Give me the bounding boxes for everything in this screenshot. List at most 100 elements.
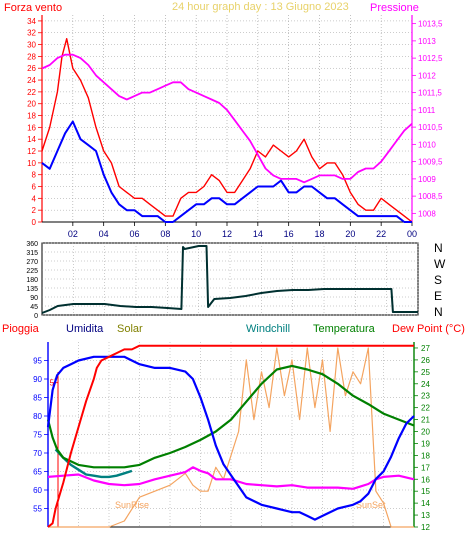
p2-y-tick-label: 45 bbox=[30, 304, 38, 311]
p1-y-tick-label: 18 bbox=[27, 112, 36, 121]
p1-x-tick-label: 10 bbox=[191, 229, 201, 239]
p1-x-tick-label: 16 bbox=[284, 229, 294, 239]
p1-y-tick-label: 14 bbox=[27, 135, 36, 144]
p3-y-tick-label: 60 bbox=[33, 486, 42, 495]
p1-y-tick-label: 16 bbox=[27, 123, 36, 132]
p1-y-tick-label: 30 bbox=[27, 41, 36, 50]
p1-y2-tick-label: 1010 bbox=[418, 140, 436, 149]
p3-y-tick-label: 80 bbox=[33, 412, 42, 421]
p1-y2-tick-label: 1009 bbox=[418, 175, 436, 184]
p1-x-tick-label: 08 bbox=[160, 229, 170, 239]
p3-y2-tick-label: 26 bbox=[421, 356, 430, 365]
p1-x-tick-label: 12 bbox=[222, 229, 232, 239]
p3-y2-tick-label: 18 bbox=[421, 451, 430, 460]
p1-x-tick-label: 02 bbox=[68, 229, 78, 239]
p1-y-tick-label: 4 bbox=[32, 194, 37, 203]
p1-y-tick-label: 26 bbox=[27, 64, 36, 73]
p1-y-tick-label: 6 bbox=[32, 183, 37, 192]
p1-x-tick-label: 00 bbox=[407, 229, 417, 239]
legend-solar: Solar bbox=[117, 323, 143, 335]
p3-y2-tick-label: 25 bbox=[421, 368, 430, 377]
p3-y2-tick-label: 13 bbox=[421, 511, 430, 520]
p3-series-dewpoint bbox=[47, 466, 415, 490]
legend-windchill: Windchill bbox=[246, 323, 290, 335]
p1-y-tick-label: 22 bbox=[27, 88, 36, 97]
p1-y2-tick-label: 1011 bbox=[418, 106, 436, 115]
p1-x-tick-label: 20 bbox=[345, 229, 355, 239]
p1-y-tick-label: 8 bbox=[32, 171, 37, 180]
dir-label-n-bottom: N bbox=[434, 305, 443, 319]
p2-y-tick-label: 315 bbox=[26, 250, 38, 257]
p3-y2-tick-label: 20 bbox=[421, 428, 430, 437]
legend-dewpoint: Dew Point (°C) bbox=[392, 323, 465, 335]
p2-y-tick-label: 270 bbox=[26, 259, 38, 266]
p3-y2-tick-label: 22 bbox=[421, 404, 430, 413]
legend-umidita: Umidita bbox=[66, 323, 104, 335]
dir-label-w: W bbox=[434, 257, 446, 271]
p1-x-tick-label: 18 bbox=[314, 229, 324, 239]
p3-y2-tick-label: 15 bbox=[421, 487, 430, 496]
p1-series-wind-gust bbox=[41, 38, 413, 223]
p3-y2-tick-label: 21 bbox=[421, 416, 430, 425]
dir-label-s: S bbox=[434, 273, 442, 287]
p2-y-tick-label: 0 bbox=[34, 313, 38, 320]
panel1-right-label: Pressione bbox=[370, 2, 419, 14]
p1-y-tick-label: 2 bbox=[32, 206, 37, 215]
p1-y-tick-label: 32 bbox=[27, 29, 36, 38]
p3-y2-tick-label: 27 bbox=[421, 344, 430, 353]
p1-y2-tick-label: 1008,5 bbox=[418, 192, 443, 201]
p3-y2-tick-label: 23 bbox=[421, 392, 430, 401]
p1-series-pressure bbox=[41, 53, 413, 184]
p1-y2-tick-label: 1011,5 bbox=[418, 89, 442, 98]
p1-y-tick-label: 10 bbox=[27, 159, 36, 168]
p2-y-tick-label: 135 bbox=[26, 286, 38, 293]
p2-series-wind-direction bbox=[41, 245, 418, 314]
p3-series-pioggia bbox=[47, 344, 414, 528]
annotation-sunset: SunSet bbox=[356, 500, 386, 510]
p3-y-tick-label: 65 bbox=[33, 468, 42, 477]
p3-y2-tick-label: 17 bbox=[421, 463, 430, 472]
p3-y2-tick-label: 19 bbox=[421, 439, 430, 448]
p3-y-tick-label: 85 bbox=[33, 394, 42, 403]
p1-y2-tick-label: 1013 bbox=[418, 37, 436, 46]
p1-x-tick-label: 04 bbox=[99, 229, 109, 239]
legend-temperatura: Temperatura bbox=[313, 323, 376, 335]
p2-y-tick-label: 360 bbox=[26, 241, 38, 248]
annotation-sunrise: SunRise bbox=[115, 500, 149, 510]
p1-y-tick-label: 0 bbox=[32, 218, 37, 227]
legend-pioggia: Pioggia bbox=[2, 323, 40, 335]
p3-y-tick-label: 90 bbox=[33, 375, 42, 384]
p1-y-tick-label: 20 bbox=[27, 100, 36, 109]
p1-series-wind-avg bbox=[41, 120, 412, 223]
p1-y2-tick-label: 1009,5 bbox=[418, 158, 443, 167]
p3-y2-tick-label: 16 bbox=[421, 475, 430, 484]
p1-y2-tick-label: 1013,5 bbox=[418, 20, 443, 29]
p1-x-tick-label: 22 bbox=[376, 229, 386, 239]
p3-y-tick-label: 75 bbox=[33, 431, 42, 440]
p1-y2-tick-label: 1008 bbox=[418, 209, 436, 218]
panel1-title: 24 hour graph day : 13 Giugno 2023 bbox=[172, 1, 349, 13]
p1-y2-tick-label: 1010,5 bbox=[418, 123, 443, 132]
p1-y-tick-label: 34 bbox=[27, 17, 36, 26]
dir-label-n-top: N bbox=[434, 241, 443, 255]
p3-y-tick-label: 55 bbox=[33, 505, 42, 514]
p2-y-tick-label: 180 bbox=[26, 277, 38, 284]
p3-series-solar bbox=[48, 347, 414, 528]
p1-y2-tick-label: 1012,5 bbox=[418, 54, 443, 63]
p3-y2-tick-label: 24 bbox=[421, 380, 430, 389]
p2-y-tick-label: 90 bbox=[30, 295, 38, 302]
p3-y2-tick-label: 12 bbox=[421, 523, 430, 532]
p3-series-umidita bbox=[46, 355, 415, 521]
p3-y2-tick-label: 14 bbox=[421, 499, 430, 508]
p1-x-tick-label: 06 bbox=[129, 229, 139, 239]
p1-y-tick-label: 24 bbox=[27, 76, 36, 85]
p2-y-tick-label: 225 bbox=[26, 268, 38, 275]
panel1-left-label: Forza vento bbox=[4, 2, 62, 14]
p1-y-tick-label: 12 bbox=[27, 147, 36, 156]
p1-y2-tick-label: 1012 bbox=[418, 71, 436, 80]
p3-y-tick-label: 95 bbox=[33, 357, 42, 366]
dir-label-e: E bbox=[434, 289, 442, 303]
p1-y-tick-label: 28 bbox=[27, 52, 36, 61]
